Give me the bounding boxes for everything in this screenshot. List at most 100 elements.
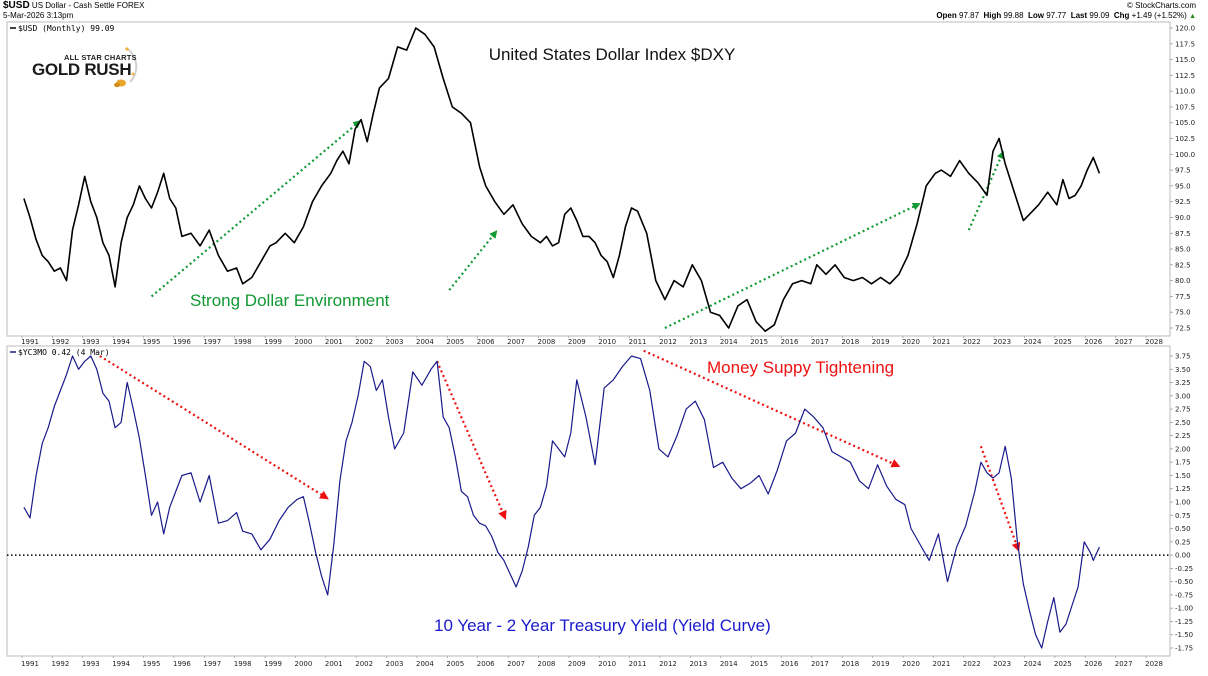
x-tick-label: 2015 — [750, 660, 768, 668]
x-tick-label: 1995 — [143, 338, 161, 346]
strong-dollar-annotation: Strong Dollar Environment — [190, 291, 390, 310]
bottom-y-axis: 3.753.503.253.002.752.502.252.001.751.50… — [1170, 353, 1193, 653]
y-tick-label: 110.0 — [1175, 88, 1195, 96]
y-tick-label: 3.50 — [1175, 366, 1191, 374]
x-tick-label: 2028 — [1145, 660, 1163, 668]
x-tick-label: 2007 — [507, 660, 525, 668]
top-y-axis: 120.0117.5115.0112.5110.0107.5105.0102.5… — [1170, 25, 1195, 333]
x-tick-label: 2000 — [295, 338, 313, 346]
x-tick-label: 2027 — [1115, 338, 1133, 346]
chart-canvas: 120.0117.5115.0112.5110.0107.5105.0102.5… — [0, 0, 1208, 676]
bottom-legend-label: $YC3MO 0.42 (4 Mar) — [18, 348, 110, 357]
y-tick-label: -1.50 — [1175, 631, 1193, 639]
y-tick-label: 2.75 — [1175, 406, 1191, 414]
y-tick-label: -0.25 — [1175, 565, 1193, 573]
x-tick-label: 2011 — [629, 660, 647, 668]
x-tick-label: 2024 — [1024, 338, 1042, 346]
y-tick-label: 85.0 — [1175, 246, 1191, 254]
top-chart-title: United States Dollar Index $DXY — [489, 45, 736, 64]
y-tick-label: 3.75 — [1175, 353, 1191, 361]
x-tick-label: 2020 — [902, 338, 920, 346]
y-tick-label: 90.0 — [1175, 214, 1191, 222]
x-tick-label: 2014 — [720, 338, 738, 346]
x-tick-label: 2012 — [659, 660, 677, 668]
x-tick-label: 2004 — [416, 660, 434, 668]
y-tick-label: 75.0 — [1175, 309, 1191, 317]
x-tick-label: 2004 — [416, 338, 434, 346]
y-tick-label: -0.50 — [1175, 578, 1193, 586]
x-tick-label: 2021 — [932, 660, 950, 668]
x-tick-label: 2011 — [629, 338, 647, 346]
x-tick-label: 1994 — [112, 338, 130, 346]
y-tick-label: 72.5 — [1175, 325, 1191, 333]
x-tick-label: 2002 — [355, 338, 373, 346]
y-tick-label: -1.25 — [1175, 618, 1193, 626]
x-tick-label: 2005 — [446, 338, 464, 346]
y-tick-label: 80.0 — [1175, 277, 1191, 285]
x-tick-label: 2014 — [720, 660, 738, 668]
x-tick-label: 2016 — [781, 660, 799, 668]
x-tick-label: 1992 — [51, 338, 69, 346]
y-tick-label: 77.5 — [1175, 293, 1191, 301]
x-tick-label: 2003 — [386, 660, 404, 668]
x-tick-label: 2015 — [750, 338, 768, 346]
red-trend-arrow — [100, 356, 325, 497]
green-trend-arrow — [152, 123, 359, 297]
x-tick-label: 2013 — [689, 338, 707, 346]
x-tick-label: 2010 — [598, 338, 616, 346]
y-tick-label: 0.50 — [1175, 525, 1191, 533]
x-tick-label: 1994 — [112, 660, 130, 668]
x-tick-label: 2003 — [386, 338, 404, 346]
x-tick-label: 2006 — [477, 338, 495, 346]
green-trend-arrow — [449, 233, 495, 290]
x-tick-label: 1998 — [234, 660, 252, 668]
green-trend-arrow — [665, 205, 917, 328]
dxy-series-line — [24, 28, 1100, 331]
y-tick-label: 0.75 — [1175, 512, 1191, 520]
yield-curve-series-line — [24, 356, 1100, 648]
x-tick-label: 2020 — [902, 660, 920, 668]
x-tick-label: 2016 — [781, 338, 799, 346]
y-tick-label: 1.50 — [1175, 472, 1191, 480]
top-x-axis: 1991199219931994199519961997199819992000… — [7, 336, 1170, 346]
y-tick-label: 1.00 — [1175, 499, 1191, 507]
x-tick-label: 2022 — [963, 338, 981, 346]
y-tick-label: -0.75 — [1175, 591, 1193, 599]
x-tick-label: 2018 — [841, 660, 859, 668]
x-tick-label: 2001 — [325, 660, 343, 668]
x-tick-label: 1996 — [173, 660, 191, 668]
y-tick-label: 112.5 — [1175, 72, 1195, 80]
red-trend-arrow — [981, 446, 1017, 547]
x-tick-label: 2017 — [811, 338, 829, 346]
x-tick-label: 2027 — [1115, 660, 1133, 668]
y-tick-label: 115.0 — [1175, 56, 1195, 64]
x-tick-label: 2002 — [355, 660, 373, 668]
y-tick-label: 117.5 — [1175, 40, 1195, 48]
x-tick-label: 2017 — [811, 660, 829, 668]
x-tick-label: 1997 — [203, 338, 221, 346]
y-tick-label: 107.5 — [1175, 103, 1195, 111]
x-tick-label: 2018 — [841, 338, 859, 346]
x-tick-label: 2025 — [1054, 660, 1072, 668]
x-tick-label: 2021 — [932, 338, 950, 346]
x-tick-label: 1999 — [264, 338, 282, 346]
y-tick-label: 87.5 — [1175, 230, 1191, 238]
x-tick-label: 1995 — [143, 660, 161, 668]
x-tick-label: 2024 — [1024, 660, 1042, 668]
x-tick-label: 2022 — [963, 660, 981, 668]
x-tick-label: 2019 — [872, 338, 890, 346]
x-tick-label: 2000 — [295, 660, 313, 668]
y-tick-label: 2.00 — [1175, 445, 1191, 453]
x-tick-label: 2023 — [993, 338, 1011, 346]
y-tick-label: 1.25 — [1175, 485, 1191, 493]
y-tick-label: 100.0 — [1175, 151, 1195, 159]
y-tick-label: 0.00 — [1175, 552, 1191, 560]
x-tick-label: 2028 — [1145, 338, 1163, 346]
x-tick-label: 1993 — [82, 660, 100, 668]
bottom-x-axis: 1991199219931994199519961997199819992000… — [7, 656, 1170, 668]
y-tick-label: -1.75 — [1175, 645, 1193, 653]
x-tick-label: 2009 — [568, 660, 586, 668]
x-tick-label: 2023 — [993, 660, 1011, 668]
y-tick-label: 102.5 — [1175, 135, 1195, 143]
top-panel-frame — [7, 22, 1170, 336]
